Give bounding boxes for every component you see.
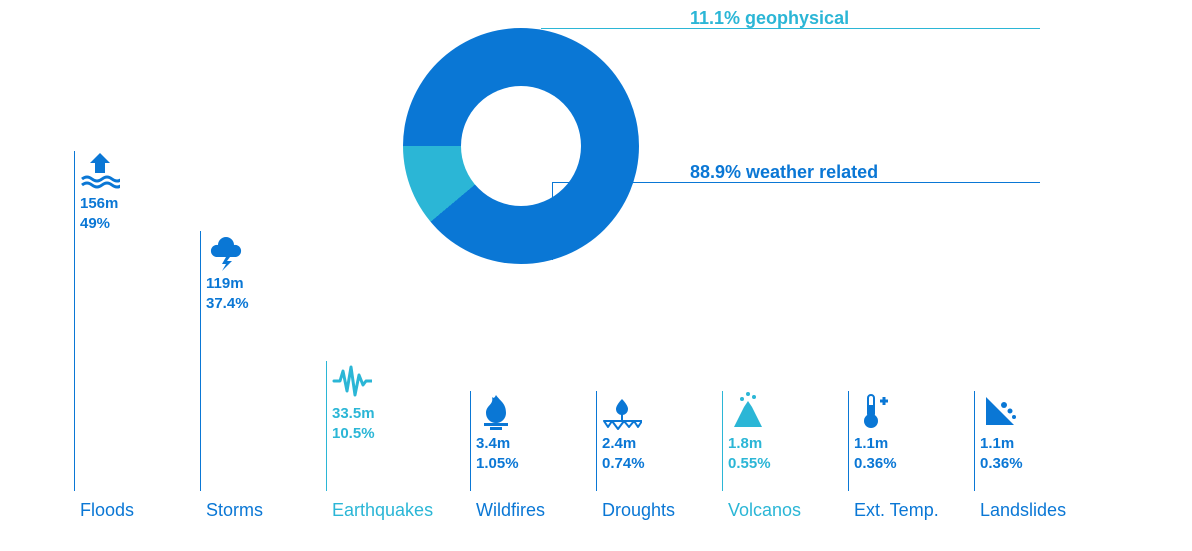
donut-chart	[403, 28, 639, 264]
bar-earthquakes: 33.5m10.5%Earthquakes	[326, 361, 446, 491]
leader-v-weather	[552, 182, 553, 260]
bar-wildfires: 3.4m1.05%Wildfires	[470, 391, 590, 491]
fire-icon	[476, 391, 516, 436]
bar-floods: 156m49%Floods	[74, 151, 194, 491]
bar-exttemp: 1.1m0.36%Ext. Temp.	[848, 391, 968, 491]
bar-percent: 1.05%	[476, 455, 519, 472]
donut-label-weather: 88.9% weather related	[690, 162, 878, 183]
bar-label: Earthquakes	[332, 500, 433, 521]
bar-percent: 0.36%	[980, 455, 1023, 472]
bar-percent: 0.36%	[854, 455, 897, 472]
donut-hole	[461, 86, 581, 206]
bar-value: 119m	[206, 275, 244, 292]
bar-value: 1.1m	[854, 435, 888, 452]
bar-droughts: 2.4m0.74%Droughts	[596, 391, 716, 491]
bar-line	[722, 391, 723, 491]
bar-label: Droughts	[602, 500, 675, 521]
bar-label: Storms	[206, 500, 263, 521]
bar-line	[596, 391, 597, 491]
bar-label: Wildfires	[476, 500, 545, 521]
bar-percent: 0.74%	[602, 455, 645, 472]
storm-icon	[206, 231, 246, 276]
bar-volcanos: 1.8m0.55%Volcanos	[722, 391, 842, 491]
bar-percent: 0.55%	[728, 455, 771, 472]
volcano-icon	[728, 391, 768, 436]
bar-value: 156m	[80, 195, 118, 212]
bar-label: Floods	[80, 500, 134, 521]
bar-value: 1.8m	[728, 435, 762, 452]
bar-label: Volcanos	[728, 500, 801, 521]
bar-label: Ext. Temp.	[854, 500, 939, 521]
bar-value: 2.4m	[602, 435, 636, 452]
bar-label: Landslides	[980, 500, 1066, 521]
bar-line	[74, 151, 75, 491]
bar-line	[974, 391, 975, 491]
bar-percent: 10.5%	[332, 425, 375, 442]
temp-icon	[854, 391, 894, 436]
drought-icon	[602, 391, 642, 436]
donut-label-geophysical: 11.1% geophysical	[690, 8, 849, 29]
bar-percent: 49%	[80, 215, 110, 232]
leader-h-weather	[552, 182, 1040, 183]
leader-h-geophysical	[541, 28, 1040, 29]
bar-value: 33.5m	[332, 405, 375, 422]
flood-icon	[80, 151, 120, 196]
bar-landslides: 1.1m0.36%Landslides	[974, 391, 1094, 491]
bar-line	[326, 361, 327, 491]
landslide-icon	[980, 391, 1020, 436]
bar-value: 3.4m	[476, 435, 510, 452]
bar-line	[470, 391, 471, 491]
bar-line	[200, 231, 201, 491]
bar-storms: 119m37.4%Storms	[200, 231, 320, 491]
quake-icon	[332, 361, 372, 406]
infographic-root: 88.9% weather related 11.1% geophysical 1…	[0, 0, 1192, 551]
bar-value: 1.1m	[980, 435, 1014, 452]
bar-percent: 37.4%	[206, 295, 249, 312]
bar-line	[848, 391, 849, 491]
